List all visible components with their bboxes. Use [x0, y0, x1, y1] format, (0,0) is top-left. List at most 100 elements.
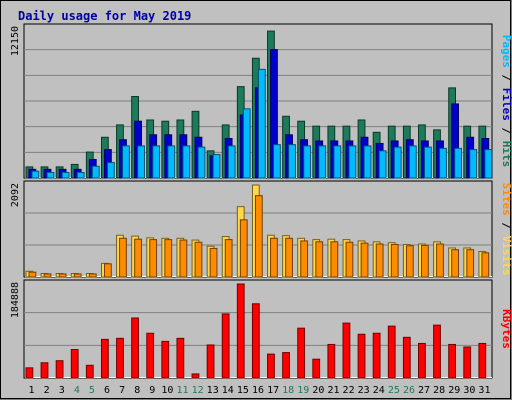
bar-visits-sites-10	[164, 239, 173, 278]
bar-visits-sites-8	[134, 238, 142, 278]
bar-visits-sites-18	[285, 237, 293, 278]
bar-hits-pages-11	[182, 145, 191, 179]
bar-kbytes-kbytes-14	[221, 313, 230, 379]
bar-kbytes-kbytes-26	[402, 336, 411, 379]
bar-hits-pages-24	[378, 150, 387, 179]
panel-max-label: 12150	[10, 26, 21, 56]
x-tick-label-29: 29	[448, 385, 460, 396]
bar-kbytes-kbytes-28	[433, 324, 441, 379]
bar-kbytes-kbytes-20	[312, 358, 321, 379]
legend-item-visits: Visits	[500, 236, 512, 276]
bar-visits-sites-14	[224, 239, 233, 278]
panel-legend-hits: Pages / Files / Hits	[500, 35, 512, 168]
legend-item-sites: Sites	[500, 183, 512, 216]
bar-kbytes-kbytes-12	[191, 373, 200, 379]
bar-hits-pages-19	[303, 145, 312, 179]
bar-hits-pages-16	[257, 68, 266, 179]
bar-kbytes-kbytes-15	[236, 283, 245, 379]
x-tick-label-27: 27	[418, 385, 430, 396]
x-tick-label-5: 5	[89, 385, 95, 396]
bar-kbytes-kbytes-17	[267, 353, 275, 379]
bar-kbytes-kbytes-19	[297, 327, 306, 379]
bar-kbytes-kbytes-30	[463, 346, 472, 379]
bar-kbytes-kbytes-25	[387, 325, 396, 379]
bar-hits-pages-6	[106, 162, 115, 179]
bar-visits-sites-29	[451, 249, 460, 278]
x-tick-label-14: 14	[222, 385, 234, 396]
x-tick-label-6: 6	[104, 385, 110, 396]
x-tick-label-9: 9	[149, 385, 155, 396]
x-tick-label-25: 25	[388, 385, 400, 396]
x-tick-label-3: 3	[59, 385, 65, 396]
bar-hits-pages-4	[76, 171, 85, 179]
bar-visits-sites-16	[254, 195, 263, 278]
bar-visits-sites-28	[436, 243, 444, 278]
bar-visits-sites-27	[421, 244, 429, 278]
bar-hits-pages-22	[348, 145, 357, 179]
bar-hits-pages-12	[197, 146, 206, 179]
x-tick-label-10: 10	[161, 385, 173, 396]
bar-hits-pages-14	[227, 145, 236, 179]
bar-kbytes-kbytes-3	[55, 360, 64, 379]
x-tick-label-11: 11	[176, 385, 188, 396]
panel-legend-visits: Sites / Visits	[500, 183, 512, 276]
bar-kbytes-kbytes-29	[448, 343, 457, 379]
bar-hits-pages-18	[288, 144, 296, 179]
bar-hits-pages-30	[469, 149, 478, 179]
panels-layer: 12150 Pages / Files / Hits 2092 Sites / Vis…	[10, 23, 512, 379]
bar-kbytes-kbytes-11	[176, 337, 185, 379]
bar-kbytes-kbytes-22	[342, 322, 351, 379]
bar-hits-pages-1	[31, 170, 40, 179]
bar-hits-pages-20	[318, 145, 327, 179]
bar-visits-sites-7	[119, 237, 127, 278]
bar-hits-pages-31	[484, 149, 493, 179]
bar-hits-pages-25	[393, 146, 402, 179]
bar-hits-pages-15	[242, 108, 251, 179]
x-tick-label-31: 31	[478, 385, 490, 396]
x-tick-label-24: 24	[373, 385, 385, 396]
bar-visits-sites-13	[209, 247, 218, 278]
bar-visits-sites-22	[345, 241, 354, 278]
x-tick-label-13: 13	[207, 385, 219, 396]
x-tick-label-19: 19	[297, 385, 309, 396]
x-tick-label-2: 2	[44, 385, 50, 396]
bar-hits-pages-26	[408, 145, 417, 179]
x-tick-label-7: 7	[119, 385, 125, 396]
bar-visits-sites-23	[360, 242, 369, 278]
x-axis-labels: 1 2 3 4 5 6 7 8 9 10 11 12 13 14 15 16 17 18 19 20 21 22 23 24 2…	[29, 385, 491, 396]
bar-kbytes-kbytes-21	[327, 343, 336, 379]
bar-hits-pages-17	[273, 144, 281, 179]
bar-visits-sites-24	[375, 243, 384, 278]
bar-kbytes-kbytes-4	[70, 349, 79, 379]
bar-visits-sites-12	[194, 241, 203, 278]
bar-hits-pages-10	[167, 145, 176, 179]
bar-kbytes-kbytes-13	[206, 344, 215, 379]
x-tick-label-22: 22	[343, 385, 355, 396]
bar-visits-sites-11	[179, 239, 188, 278]
bar-visits-sites-25	[390, 243, 399, 278]
bar-kbytes-kbytes-6	[100, 338, 109, 379]
x-tick-label-12: 12	[192, 385, 204, 396]
bar-visits-sites-20	[315, 241, 324, 278]
legend-item-pages: Pages	[500, 35, 512, 68]
bar-visits-sites-2	[43, 273, 52, 278]
bar-kbytes-kbytes-5	[85, 364, 94, 379]
legend-text: KBytes	[500, 309, 512, 349]
x-tick-label-17: 17	[267, 385, 279, 396]
bar-hits-pages-8	[137, 145, 145, 179]
bar-hits-pages-29	[454, 147, 463, 179]
bar-visits-sites-21	[330, 241, 339, 278]
bar-visits-sites-31	[481, 252, 490, 278]
legend-item-hits: Hits	[500, 141, 512, 168]
bar-hits-pages-3	[61, 171, 70, 179]
x-tick-label-28: 28	[433, 385, 445, 396]
bar-kbytes-kbytes-10	[161, 340, 170, 379]
bar-kbytes-kbytes-2	[40, 362, 49, 379]
bar-visits-sites-3	[58, 273, 67, 278]
bar-hits-pages-7	[122, 145, 130, 179]
bar-hits-pages-21	[333, 145, 342, 179]
bar-kbytes-kbytes-27	[418, 342, 426, 379]
x-tick-label-16: 16	[252, 385, 264, 396]
bar-visits-sites-26	[405, 245, 414, 278]
